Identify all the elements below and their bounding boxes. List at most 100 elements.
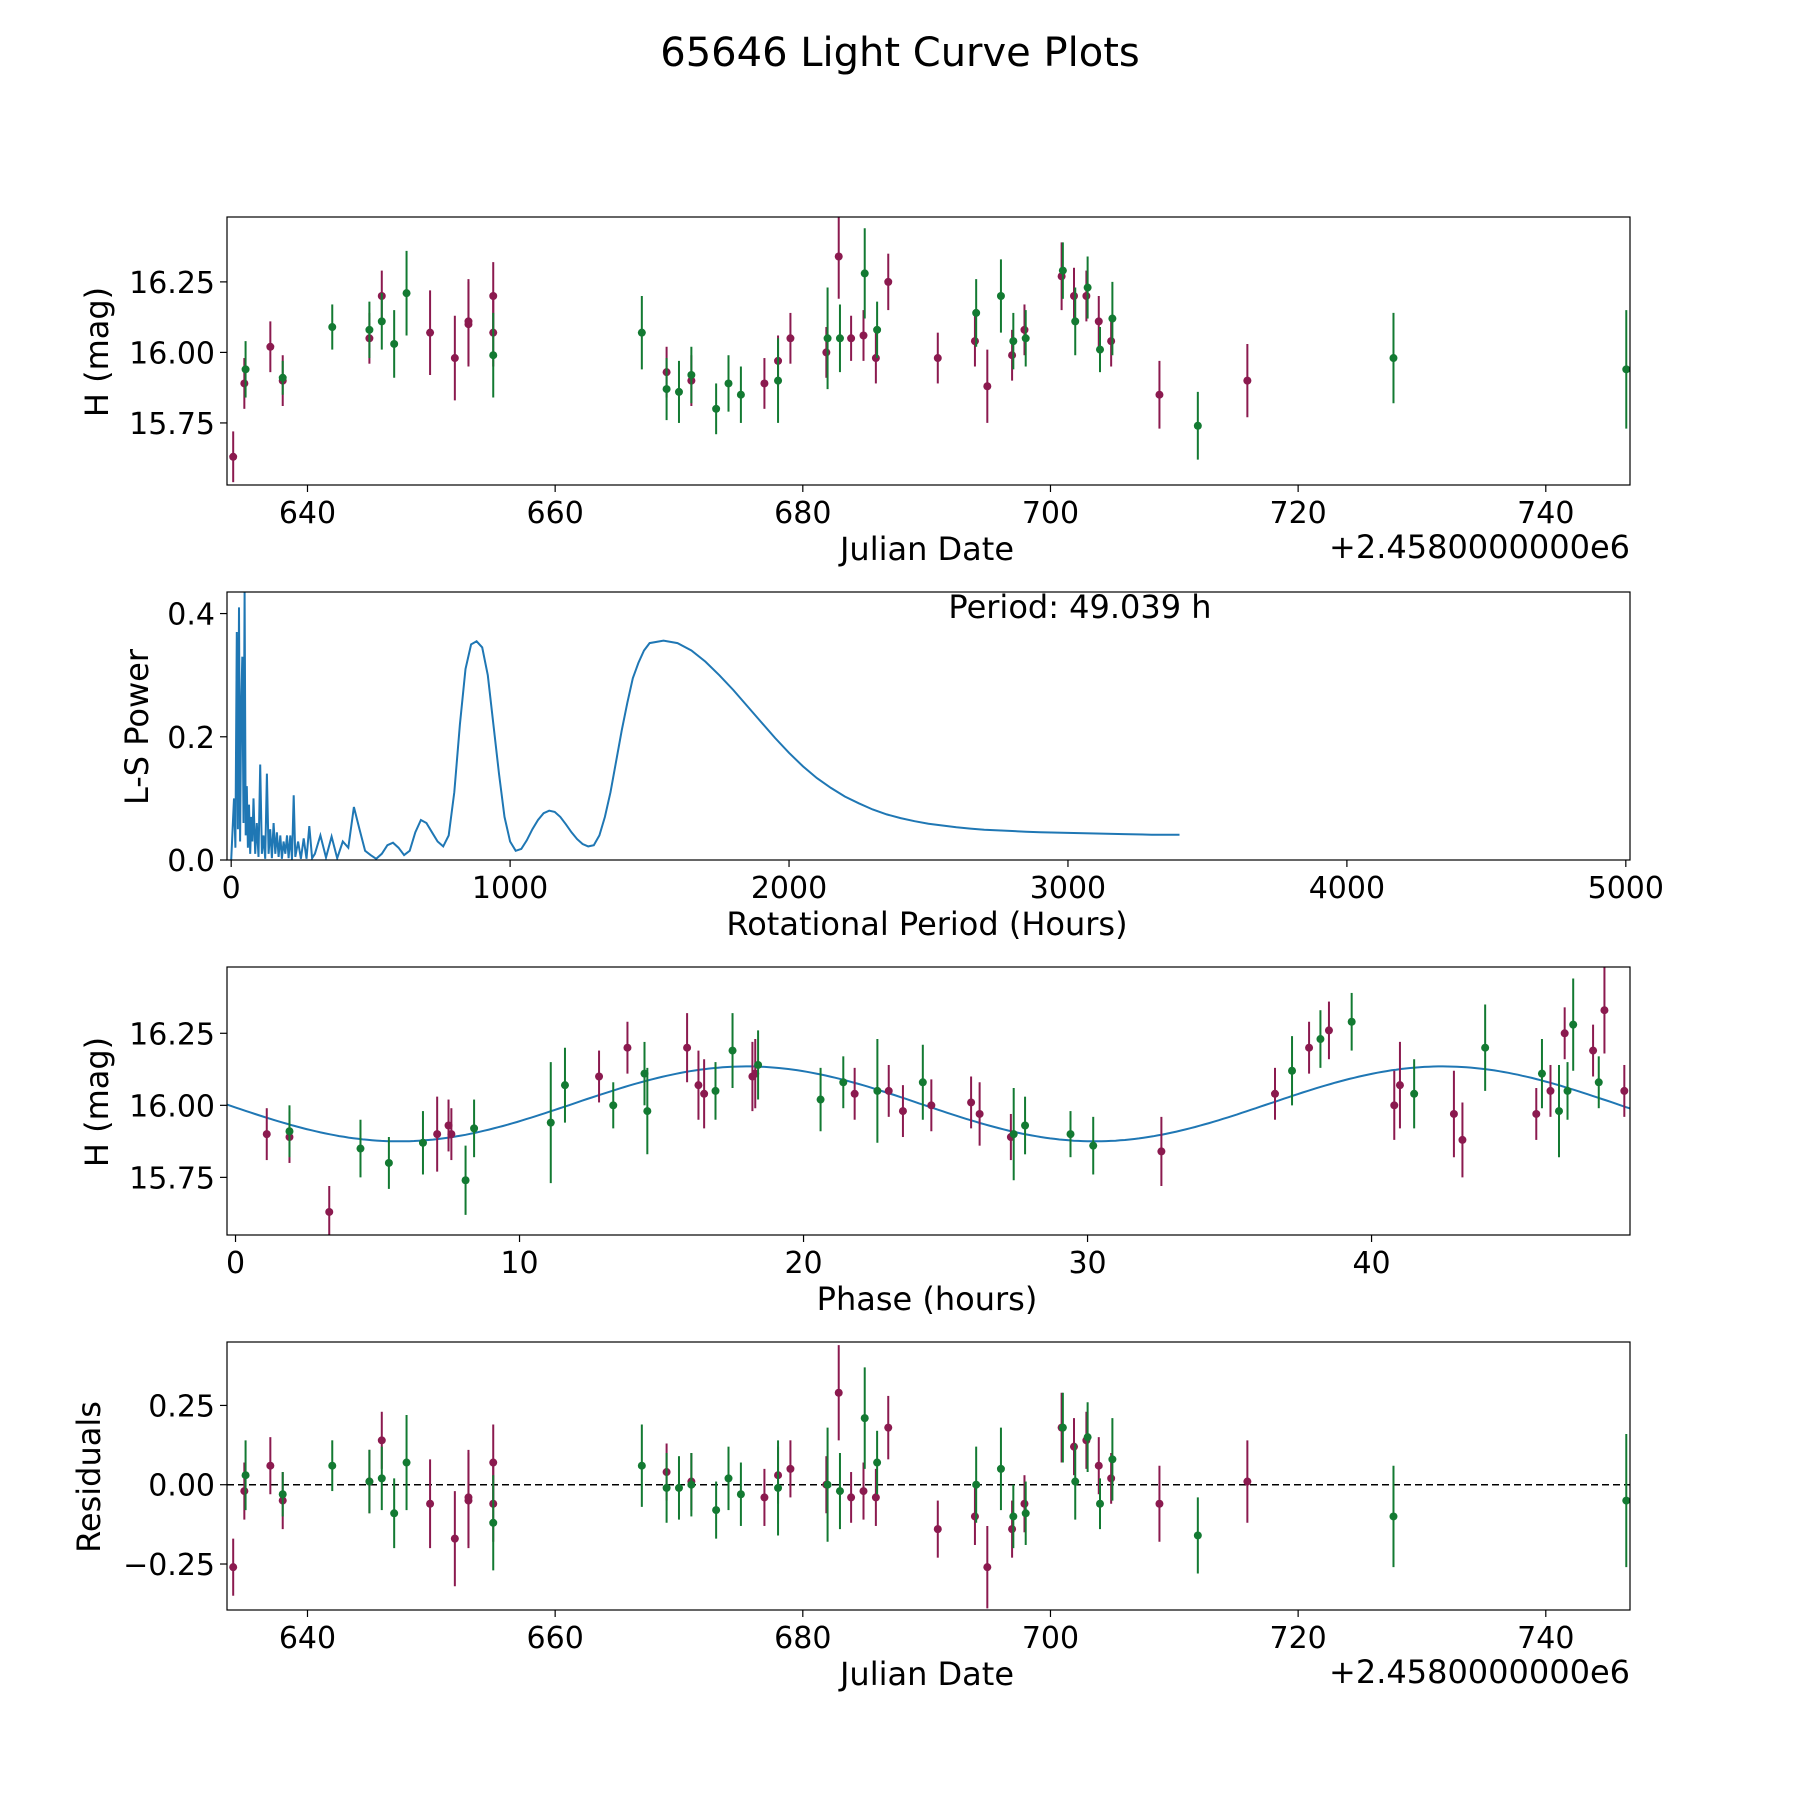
- periodogram-y-label: L-S Power: [118, 648, 156, 805]
- red-marker: [871, 354, 880, 363]
- red-marker: [1008, 351, 1017, 360]
- green-data-point: [736, 1462, 745, 1526]
- periodogram-x-tick-label: 5000: [1588, 871, 1664, 906]
- red-marker: [847, 334, 856, 343]
- green-marker: [1108, 314, 1117, 323]
- red-data-point: [1157, 1116, 1166, 1187]
- green-marker: [674, 1483, 683, 1492]
- red-data-point: [426, 290, 435, 375]
- green-data-point: [1071, 287, 1080, 356]
- residuals-panel: Julian Date Residuals +2.4580000000e6 64…: [70, 1341, 1631, 1693]
- light-curve-x-tick-label: 640: [279, 496, 336, 531]
- red-marker: [266, 342, 275, 351]
- red-data-point: [975, 1082, 984, 1146]
- red-data-point: [1243, 343, 1252, 418]
- green-data-point: [1083, 1402, 1092, 1473]
- green-marker: [390, 1509, 399, 1518]
- red-data-point: [1070, 267, 1079, 325]
- green-data-point: [711, 1062, 720, 1120]
- green-data-point: [674, 1456, 683, 1520]
- green-data-point: [823, 1427, 832, 1542]
- red-marker: [859, 331, 868, 340]
- green-data-point: [285, 1105, 294, 1158]
- red-data-point: [1094, 1437, 1103, 1495]
- red-marker: [1082, 291, 1091, 300]
- green-data-point: [972, 1446, 981, 1523]
- red-marker: [1620, 1086, 1629, 1095]
- green-marker: [1193, 421, 1202, 430]
- red-data-point: [884, 1064, 893, 1117]
- green-data-point: [1058, 242, 1067, 299]
- red-marker: [1449, 1109, 1458, 1118]
- green-marker: [712, 1506, 721, 1515]
- green-data-point: [402, 250, 411, 336]
- green-marker: [1071, 1477, 1080, 1486]
- light-curve-x-label: Julian Date: [838, 530, 1014, 568]
- light-curve-y-tick-label: 15.75: [129, 407, 215, 442]
- figure-title: 65646 Light Curve Plots: [660, 30, 1139, 76]
- red-marker: [1532, 1109, 1541, 1118]
- red-marker: [1243, 376, 1252, 385]
- green-marker: [1554, 1107, 1563, 1116]
- green-data-point: [1389, 1465, 1398, 1568]
- green-marker: [873, 1458, 882, 1467]
- red-data-point: [1600, 967, 1609, 1054]
- red-marker: [786, 1464, 795, 1473]
- green-marker: [241, 1471, 250, 1480]
- green-marker: [724, 1474, 733, 1483]
- residuals-x-tick-label: 660: [527, 1621, 584, 1656]
- light-curve-x-tick-label: 700: [1022, 496, 1079, 531]
- green-data-point: [873, 301, 882, 359]
- green-data-point: [328, 304, 337, 350]
- light-curve-x-tick-label: 740: [1517, 496, 1574, 531]
- red-data-point: [266, 1437, 275, 1495]
- green-data-point: [1071, 1443, 1080, 1520]
- green-data-point: [996, 1427, 1005, 1511]
- green-marker: [662, 385, 671, 394]
- green-data-point: [390, 310, 399, 378]
- red-data-point: [933, 1500, 942, 1558]
- red-data-point: [229, 431, 238, 483]
- green-marker: [774, 376, 783, 385]
- red-marker: [760, 379, 769, 388]
- green-marker: [1316, 1035, 1325, 1044]
- periodogram-axes-frame: [226, 591, 1631, 861]
- red-marker: [1324, 1026, 1333, 1035]
- red-marker: [1546, 1086, 1555, 1095]
- green-data-point: [560, 1047, 569, 1123]
- red-marker: [933, 354, 942, 363]
- periodogram-x-tick-label: 3000: [1030, 871, 1106, 906]
- green-data-point: [1009, 1484, 1018, 1549]
- red-data-point: [786, 1440, 795, 1498]
- green-marker: [1089, 1141, 1098, 1150]
- red-data-point: [1589, 1024, 1598, 1077]
- periodogram-y-tick-label: 0.2: [167, 721, 215, 756]
- red-marker: [229, 452, 238, 461]
- red-data-point: [464, 279, 473, 364]
- phase-x-tick-label: 30: [1068, 1246, 1106, 1281]
- red-data-point: [240, 1462, 249, 1520]
- red-data-point: [1546, 1064, 1555, 1117]
- red-data-point: [1532, 1088, 1541, 1140]
- red-marker: [760, 1493, 769, 1502]
- red-marker: [850, 1089, 859, 1098]
- phase-y-tick-label: 16.00: [129, 1089, 215, 1124]
- red-marker: [1094, 317, 1103, 326]
- green-data-point: [637, 295, 646, 370]
- residuals-y-tick-label: −0.25: [123, 1548, 215, 1583]
- red-data-point: [700, 1059, 709, 1129]
- red-marker: [683, 1043, 692, 1052]
- green-data-point: [1083, 256, 1092, 319]
- green-marker: [1083, 1433, 1092, 1442]
- green-marker: [996, 1464, 1005, 1473]
- red-marker: [1589, 1046, 1598, 1055]
- green-marker: [712, 404, 721, 413]
- green-marker: [1389, 1512, 1398, 1521]
- red-marker: [1020, 325, 1029, 334]
- red-data-point: [325, 1186, 334, 1235]
- red-marker: [1243, 1477, 1252, 1486]
- green-data-point: [1021, 1481, 1030, 1545]
- red-marker: [1070, 291, 1079, 300]
- periodogram-x-label: Rotational Period (Hours): [726, 905, 1127, 943]
